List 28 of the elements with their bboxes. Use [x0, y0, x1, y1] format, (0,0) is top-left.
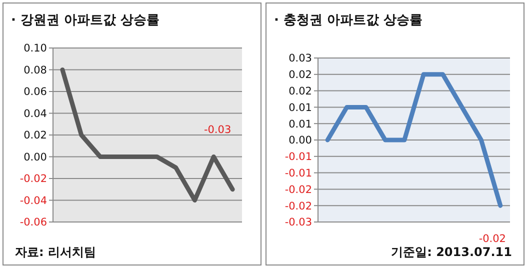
y-tick-label: -0.01 [284, 151, 312, 164]
y-tick-label: -0.02 [284, 200, 312, 212]
text: -0.02 [478, 233, 506, 245]
y-tick-label: -0.03 [284, 216, 312, 229]
y-tick-label: 0.01 [288, 102, 312, 114]
annotation: -0.03 [204, 124, 232, 136]
y-tick-label: 0.01 [288, 118, 312, 130]
chart-title: · 충청권 아파트값 상승률 [274, 13, 423, 28]
y-tick-label: 0.02 [24, 130, 47, 142]
y-tick-label: 0.03 [288, 52, 312, 65]
y-tick-label: 0.02 [288, 85, 312, 98]
y-tick-label: -0.02 [20, 173, 47, 186]
y-tick-label: -0.04 [20, 194, 48, 207]
line-series [325, 72, 503, 208]
y-tick-label: 0.02 [288, 69, 312, 82]
y-tick-label: -0.01 [284, 167, 312, 180]
y-tick-label: 0.10 [24, 42, 47, 55]
y-tick-label: 0.04 [24, 108, 48, 120]
y-tick-label: -0.06 [20, 216, 48, 229]
y-tick-label: -0.02 [284, 184, 312, 196]
y-tick-label: 0.08 [24, 64, 47, 76]
y-tick-label: 0.00 [24, 151, 47, 164]
text: 자료: 리서치팀 [15, 245, 96, 259]
text: 기준일: 2013.07.11 [391, 245, 512, 259]
line-series [60, 68, 235, 202]
y-tick-label: 0.00 [288, 134, 312, 147]
y-tick-label: 0.06 [24, 86, 48, 98]
chart-title: · 강원권 아파트값 상승률 [11, 13, 160, 28]
